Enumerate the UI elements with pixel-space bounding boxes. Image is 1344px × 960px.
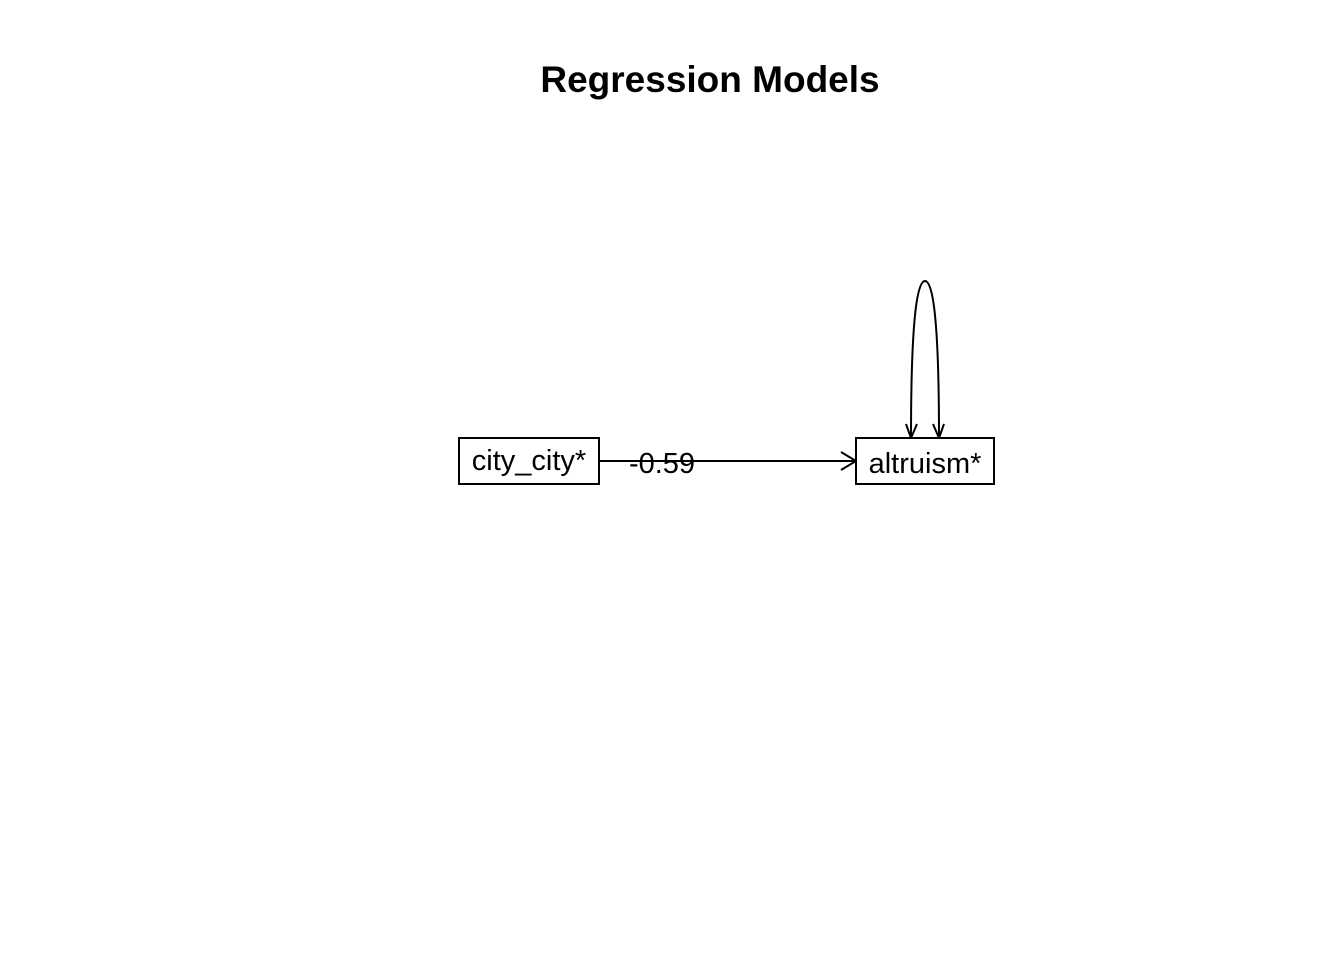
residual-variance-loop [905,279,945,441]
residual-variance-curve [910,279,940,439]
node-altruism-label: altruism* [869,448,982,480]
regression-coefficient-label: -0.59 [629,448,695,480]
node-altruism-box [855,437,995,485]
node-city-city: city_city* [458,437,600,485]
diagram-title: Regression Models [540,59,879,100]
node-city-city-box [458,437,600,485]
node-city-city-label: city_city* [472,445,586,477]
node-altruism: altruism* [855,437,995,485]
edge-city-city-to-altruism: -0.59 [599,448,858,480]
